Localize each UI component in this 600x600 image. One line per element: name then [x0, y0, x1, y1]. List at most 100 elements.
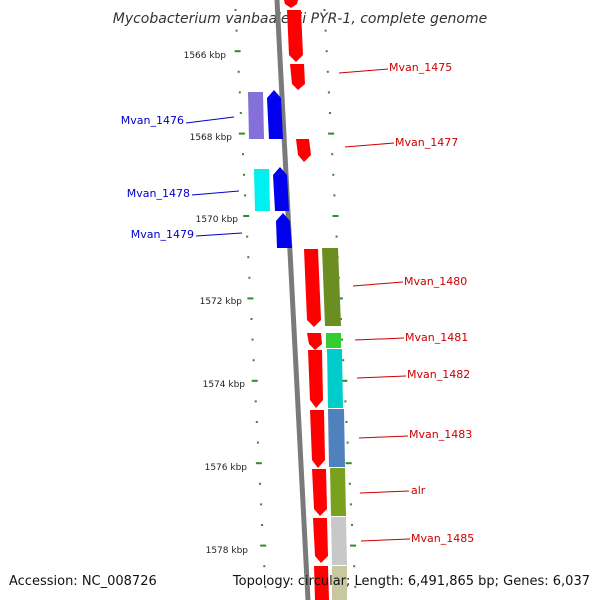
tick-mark	[264, 585, 267, 588]
gene-arrow[interactable]	[287, 10, 303, 62]
gene-arrow-mvan-1481[interactable]	[307, 333, 322, 350]
tick-mark	[335, 235, 338, 238]
gene-arrow-alr[interactable]	[312, 469, 327, 516]
gene-block[interactable]	[328, 409, 345, 467]
gene-block[interactable]	[254, 169, 270, 211]
tick-mark	[341, 379, 348, 382]
tick-mark	[332, 173, 335, 176]
genome-backbone	[274, 0, 311, 600]
tick-mark	[328, 132, 335, 135]
tick-mark	[345, 462, 352, 465]
tick-mark	[354, 585, 357, 588]
tick-mark	[246, 235, 249, 238]
tick-mark	[346, 441, 349, 444]
gene-arrow-mvan-1479[interactable]	[276, 213, 292, 248]
left-tick-ring	[234, 9, 267, 588]
tick-mark	[327, 91, 330, 94]
gene-arrow-mvan-1482[interactable]	[308, 350, 323, 408]
tick-mark	[251, 338, 254, 341]
tick-mark	[341, 338, 344, 341]
tick-mark	[325, 50, 328, 53]
tick-mark	[248, 276, 251, 279]
tick-label: 1566 kbp	[184, 51, 227, 61]
tick-mark	[256, 441, 259, 444]
gene-arrow-mvan-1475[interactable]	[290, 64, 305, 90]
gene-label[interactable]: Mvan_1480	[404, 275, 467, 288]
gene-arrow-mvan-1480[interactable]	[304, 249, 321, 327]
tick-label: 1568 kbp	[190, 133, 233, 143]
tick-mark	[242, 153, 244, 156]
gene-label[interactable]: Mvan_1475	[389, 61, 452, 74]
accession-text: Accession: NC_008726	[9, 574, 157, 589]
gene-block[interactable]	[322, 248, 341, 326]
tick-mark	[332, 215, 339, 217]
gene-label[interactable]: Mvan_1476	[121, 114, 184, 127]
tick-mark	[247, 297, 254, 300]
gene-arrow-mvan-1483[interactable]	[310, 410, 325, 468]
gene-label[interactable]: Mvan_1478	[127, 187, 190, 200]
tick-label: 1578 kbp	[206, 546, 249, 556]
gene-label[interactable]: Mvan_1481	[405, 331, 468, 344]
gene-arrow[interactable]	[284, 0, 298, 8]
gene-arrow-mvan-1476[interactable]	[267, 90, 283, 139]
tick-mark	[324, 29, 327, 32]
gene-block[interactable]	[331, 517, 347, 565]
tick-mark	[323, 9, 326, 11]
gene-label[interactable]: Mvan_1485	[411, 532, 474, 545]
tick-mark	[259, 482, 261, 485]
tick-mark	[234, 50, 241, 53]
gene-block[interactable]	[327, 349, 343, 408]
gene-label[interactable]: Mvan_1482	[407, 368, 470, 381]
tick-mark	[344, 400, 347, 403]
gene-block[interactable]	[326, 333, 341, 348]
gene-arrow-mvan-1485[interactable]	[313, 518, 328, 563]
gene-arrow[interactable]	[314, 566, 329, 600]
tick-mark	[329, 112, 331, 114]
gene-labels: Mvan_1475 Mvan_1476 Mvan_1477 Mvan_1478 …	[121, 61, 474, 545]
tick-mark	[333, 194, 336, 197]
gene-arrow-mvan-1478[interactable]	[273, 167, 289, 211]
tick-mark	[234, 9, 237, 11]
tick-mark	[251, 379, 258, 382]
tick-mark	[252, 359, 255, 362]
tick-mark	[349, 503, 352, 506]
tick-mark	[243, 215, 250, 217]
gene-block[interactable]	[330, 468, 346, 516]
tick-mark	[261, 524, 264, 526]
tick-mark	[239, 112, 242, 114]
tick-mark	[326, 70, 329, 73]
gene-block[interactable]	[332, 566, 347, 600]
tick-mark	[351, 524, 353, 526]
gene-label[interactable]: Mvan_1479	[131, 228, 194, 241]
tick-mark	[255, 421, 258, 423]
tick-mark	[348, 482, 351, 485]
tick-mark	[353, 565, 356, 568]
tick-mark	[342, 359, 345, 362]
tick-mark	[331, 153, 334, 156]
tick-mark	[238, 132, 245, 135]
tick-mark	[340, 318, 342, 320]
tick-mark	[237, 70, 240, 73]
tick-mark	[260, 544, 267, 547]
tick-mark	[243, 173, 245, 176]
gene-label[interactable]: Mvan_1483	[409, 428, 472, 441]
tick-mark	[254, 400, 257, 403]
gene-block[interactable]	[248, 92, 264, 139]
gene-label[interactable]: alr	[411, 484, 426, 497]
tick-label: 1576 kbp	[205, 463, 248, 473]
gene-label[interactable]: Mvan_1477	[395, 136, 458, 149]
genes	[248, 0, 347, 600]
tick-mark	[350, 544, 357, 547]
tick-mark	[263, 565, 266, 568]
tick-mark	[235, 29, 238, 32]
gene-arrow-mvan-1477[interactable]	[296, 139, 311, 162]
genome-summary-text: Topology: circular; Length: 6,491,865 bp…	[232, 574, 590, 589]
tick-mark	[345, 421, 348, 423]
tick-mark	[260, 503, 263, 506]
tick-label: 1574 kbp	[203, 380, 246, 390]
leader-lines	[185, 68, 411, 542]
tick-mark	[250, 318, 253, 320]
tick-mark	[244, 194, 247, 197]
tick-label: 1570 kbp	[196, 215, 239, 225]
